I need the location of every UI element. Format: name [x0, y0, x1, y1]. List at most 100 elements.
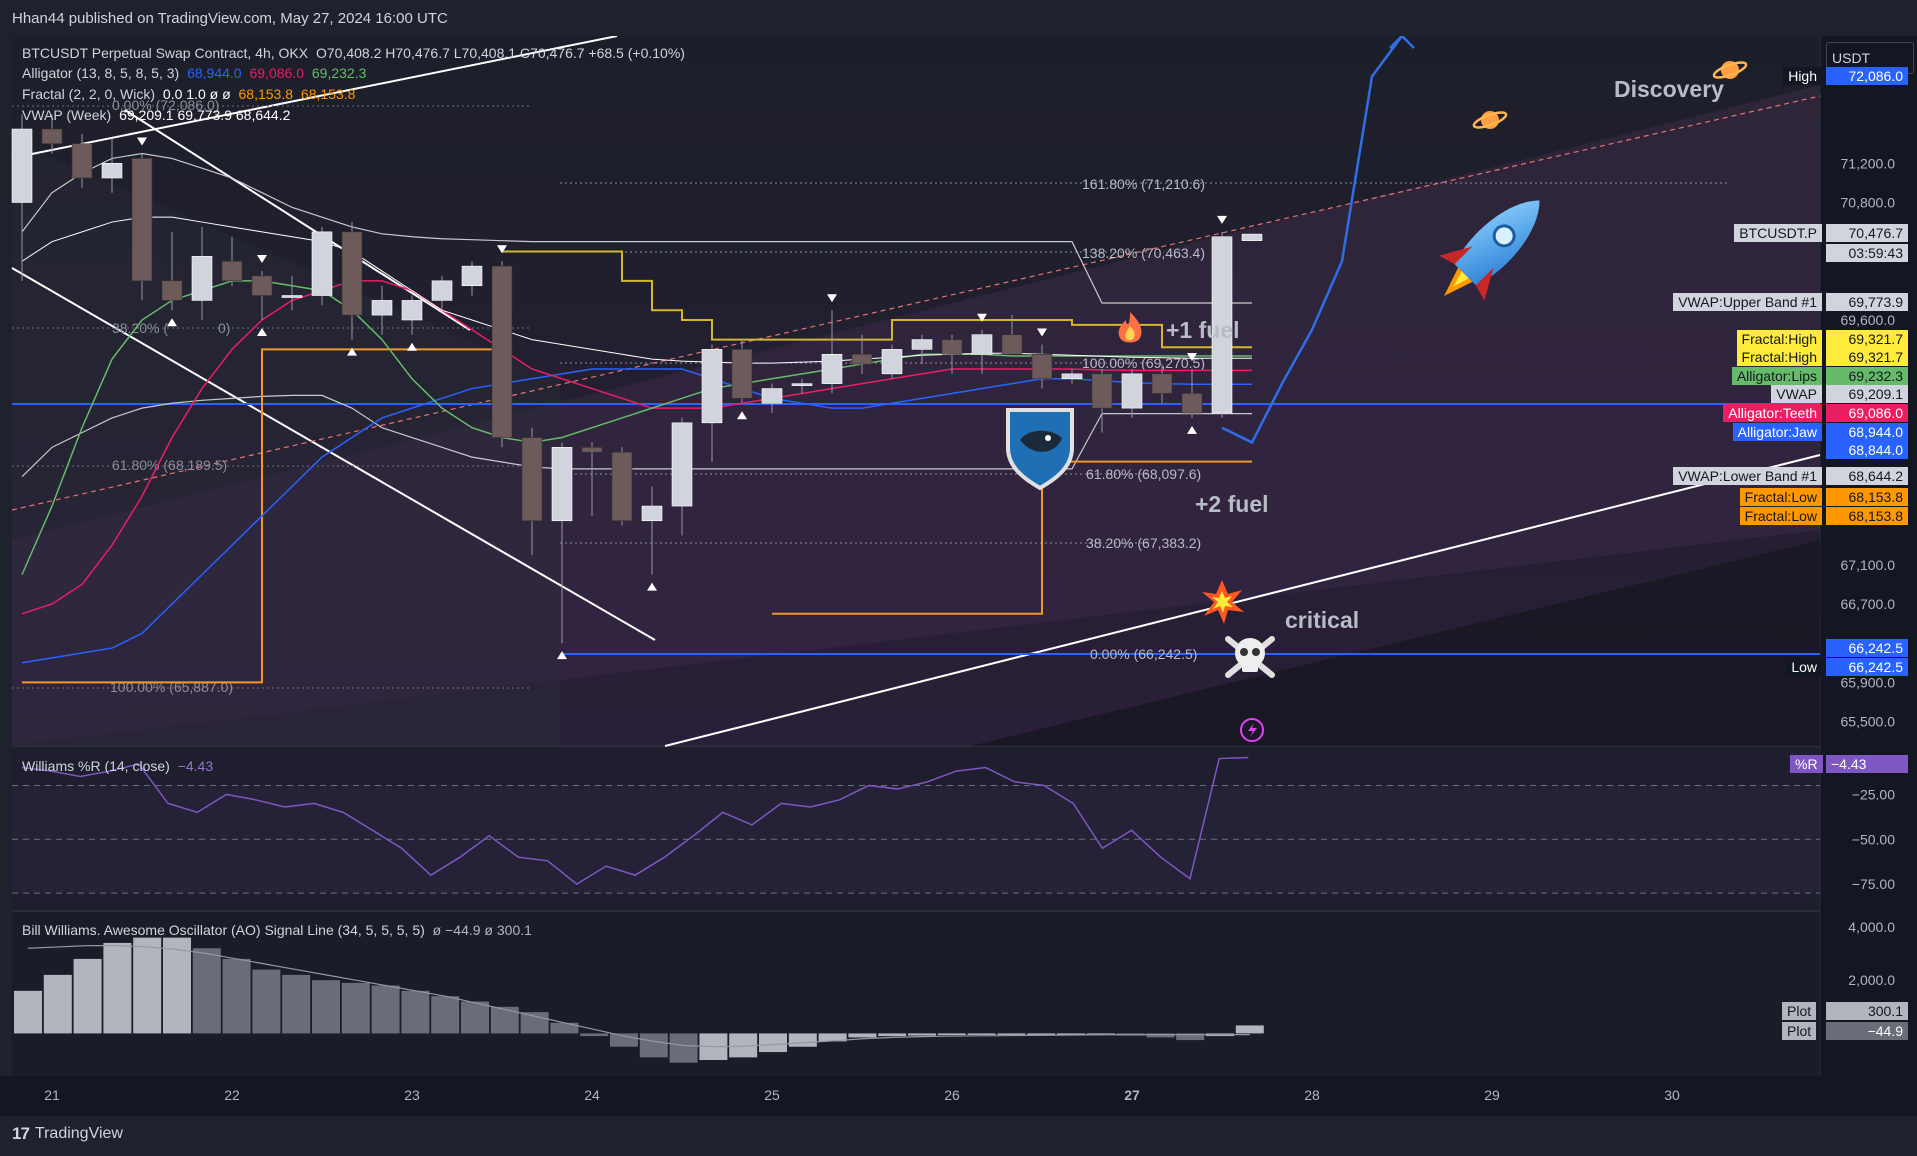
price-value-badge: 66,242.5 — [1826, 657, 1908, 676]
price-value-badge: 70,476.7 — [1826, 224, 1908, 243]
price-axis-tick: 67,100.0 — [1841, 557, 1896, 573]
price-value-badge: 68,644.2 — [1826, 466, 1908, 485]
candle-bearish — [41, 128, 63, 145]
annotation-texts: Discovery +1 fuel +2 fuel critical — [1166, 76, 1724, 633]
time-axis-tick: 22 — [224, 1087, 240, 1103]
wr-axis-tick: −50.00 — [1852, 831, 1895, 847]
falling-channel-midline[interactable] — [124, 109, 471, 331]
legend-fractal-label[interactable]: Fractal (2, 2, 0, Wick) — [22, 86, 156, 102]
fractal-up-marker — [137, 137, 147, 146]
wr-axis-tick: −25.00 — [1852, 786, 1895, 802]
price-tag-badge: Fractal:Low — [1739, 488, 1822, 507]
time-axis-tick: 27 — [1124, 1087, 1140, 1103]
ao-bar — [371, 985, 400, 1034]
legend-alligator-label[interactable]: Alligator (13, 8, 5, 8, 5, 3) — [22, 65, 180, 81]
ao-tag-badge: Plot — [1782, 1002, 1817, 1020]
fractal-down-marker — [347, 347, 357, 356]
time-axis-tick: 25 — [764, 1087, 780, 1103]
publisher-bar: Hhan44 published on TradingView.com, May… — [0, 0, 1917, 36]
candle-bullish — [371, 300, 393, 316]
ao-bar — [818, 1033, 847, 1042]
ao-bar — [788, 1033, 817, 1047]
ao-bar — [1176, 1033, 1205, 1041]
projection-path — [1221, 36, 1404, 445]
wr-legend-label[interactable]: Williams %R (14, close) — [22, 758, 170, 774]
ao-bar — [967, 1033, 996, 1035]
tradingview-logo[interactable]: 17 TradingView — [12, 1124, 123, 1144]
ao-bar — [1146, 1033, 1175, 1038]
candle-bearish — [341, 231, 363, 316]
time-axis-tick: 26 — [944, 1087, 960, 1103]
ao-bar — [1027, 1033, 1056, 1035]
candle-bullish — [701, 349, 723, 424]
time-axis-tick: 28 — [1304, 1087, 1320, 1103]
publisher-text: Hhan44 published on TradingView.com, May… — [12, 10, 448, 27]
ao-legend-label[interactable]: Bill Williams. Awesome Oscillator (AO) S… — [22, 922, 425, 938]
fractal-down-marker — [167, 318, 177, 327]
trendlines — [11, 36, 1821, 747]
rising-resistance-dashed[interactable] — [11, 95, 1821, 511]
rising-support-trendline[interactable] — [664, 454, 1821, 747]
candle-bullish — [191, 256, 213, 301]
old-fib-382-label-tail: 0) — [218, 320, 230, 336]
price-tag-badge: Alligator:Lips — [1731, 366, 1822, 385]
price-tag-badge: VWAP — [1771, 385, 1822, 404]
planet-icon — [1712, 61, 1748, 79]
legend-ohlc: O70,408.2 H70,476.7 L70,408.1 C70,476.7 … — [315, 45, 685, 61]
candle-bearish — [611, 451, 633, 522]
fractal-up-marker — [977, 313, 987, 322]
price-tag-badge: Low — [1786, 657, 1822, 676]
legend-alligator-lips: 69,232.3 — [311, 65, 367, 81]
lower-falling-trendline[interactable] — [11, 267, 656, 641]
legend-fractal-row: Fractal (2, 2, 0, Wick) 0.0 1.0 ø ø 68,1… — [22, 86, 359, 102]
ao-value-badge: 300.1 — [1826, 1002, 1908, 1020]
candle-bullish — [1241, 233, 1263, 241]
candle-bullish — [1061, 373, 1083, 380]
price-tag-badge: VWAP:Upper Band #1 — [1673, 292, 1822, 311]
legend-vwap-row: VWAP (Week) 69,209.1 69,773.9 68,644.2 — [22, 107, 294, 123]
fractal-up-marker — [1037, 328, 1047, 337]
chart-canvas[interactable]: 161.80% (71,210.6) 138.20% (70,463.4) 10… — [0, 36, 1917, 1116]
old-fib-0-label: 0.00% (72,086.0) — [112, 97, 219, 113]
fractal-down-marker — [407, 342, 417, 351]
fractal-up-marker — [257, 255, 267, 264]
time-axis-labels: 21 22 23 24 25 26 27 28 29 30 — [44, 1087, 1680, 1103]
candle-bullish — [311, 231, 333, 296]
ao-bar — [43, 974, 72, 1034]
countdown-badge: 03:59:43 — [1826, 244, 1908, 263]
fractal-down-marker — [557, 651, 567, 660]
price-axis-tick: 65,500.0 — [1841, 714, 1896, 730]
legend-vwap-label[interactable]: VWAP (Week) — [22, 107, 112, 123]
price-value-badge: 69,773.9 — [1826, 292, 1908, 311]
time-axis-tick: 23 — [404, 1087, 420, 1103]
price-tag-badge: Alligator:Jaw — [1732, 422, 1822, 441]
price-axis-tick: 69,600.0 — [1841, 312, 1896, 328]
fuel2-label: +2 fuel — [1195, 491, 1269, 517]
candle-bullish — [671, 422, 693, 507]
candle-bullish — [1211, 236, 1233, 414]
fractal-markers-layer — [137, 137, 1227, 660]
price-tag-badge: Fractal:High — [1736, 329, 1822, 348]
price-value-badge: 69,209.1 — [1826, 385, 1908, 404]
candle-bullish — [11, 128, 33, 203]
ao-bar — [312, 980, 340, 1034]
williams-r-layer: −25.00 −50.00 −75.00 — [12, 756, 1895, 894]
candle-bullish — [281, 295, 303, 298]
candle-bearish — [941, 339, 963, 355]
fractal-up-marker — [827, 294, 837, 303]
fib-100-label: 100.00% (69,270.5) — [1082, 355, 1205, 371]
ao-bar — [401, 990, 430, 1034]
ao-bar — [848, 1033, 877, 1038]
ao-bar — [192, 948, 221, 1034]
candle-bearish — [131, 158, 153, 282]
legend-symbol[interactable]: BTCUSDT Perpetual Swap Contract, 4h, OKX — [22, 45, 309, 61]
price-axis-tick: 70,800.0 — [1841, 194, 1896, 210]
upper-falling-trendline[interactable] — [11, 36, 618, 159]
candle-bearish — [1091, 373, 1113, 409]
candle-bullish — [791, 383, 813, 386]
ao-axis-tick: 2,000.0 — [1848, 972, 1895, 988]
price-value-badge: 69,232.3 — [1826, 366, 1908, 385]
falling-channel-fill — [12, 140, 560, 746]
price-axis-tick: 66,700.0 — [1841, 596, 1896, 612]
price-tag-badge: Alligator:Teeth — [1723, 404, 1822, 422]
